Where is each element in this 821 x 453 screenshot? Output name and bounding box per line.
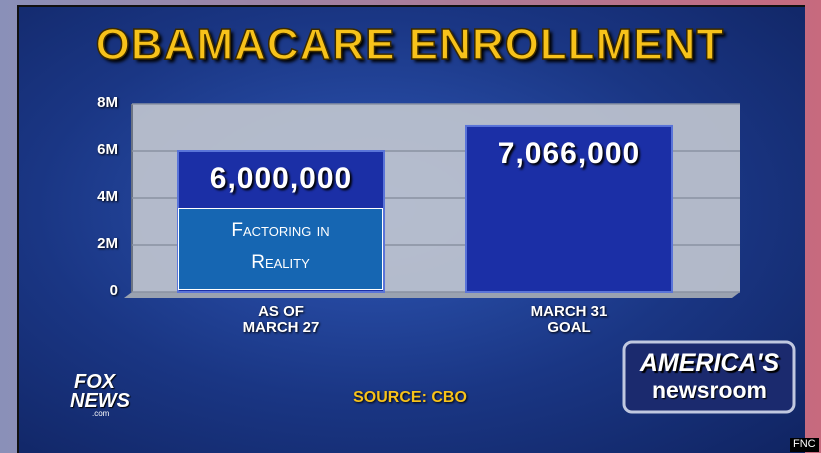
source: SOURCE: CBO bbox=[300, 390, 520, 407]
channel-bug: FNC bbox=[790, 438, 819, 452]
annotation: Factoring in Reality bbox=[178, 208, 383, 290]
y-tick-label: 0 bbox=[82, 283, 118, 299]
y-tick-label: 8M bbox=[82, 95, 118, 111]
x-tick-label: MARCH 31 GOAL bbox=[469, 304, 669, 336]
y-tick-label: 2M bbox=[82, 236, 118, 252]
y-tick-label: 4M bbox=[82, 189, 118, 205]
show-logo: newsroom bbox=[632, 378, 787, 402]
chart-title: OBAMACARE ENROLLMENT bbox=[60, 22, 760, 68]
screenshot: 0 2M 4M 6M 8M 6,000,000 AS OF MARCH 27 7,066,00… bbox=[0, 0, 821, 453]
y-tick-label: 6M bbox=[82, 142, 118, 158]
fox-logo: .com bbox=[92, 410, 109, 418]
value-label: 7,066,000 bbox=[466, 138, 672, 170]
value-label: 6,000,000 bbox=[178, 163, 384, 195]
x-tick-label: AS OF MARCH 27 bbox=[181, 304, 381, 336]
show-logo: AMERICA'S bbox=[632, 350, 787, 376]
